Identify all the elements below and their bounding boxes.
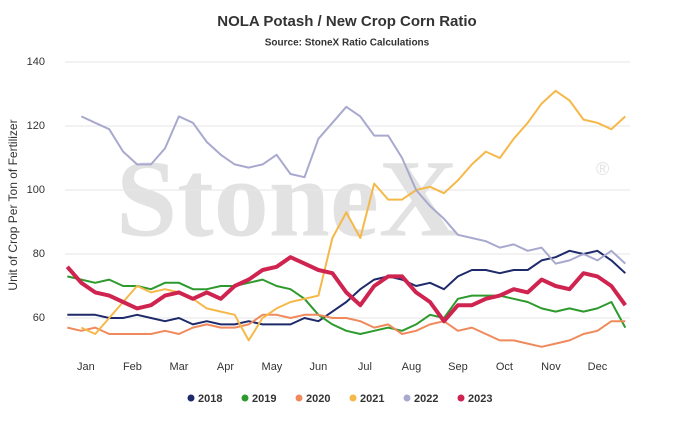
chart-subtitle: Source: StoneX Ratio Calculations (265, 38, 430, 49)
legend-marker (187, 394, 195, 402)
x-tick-label: Jan (77, 361, 95, 373)
legend-label: 2023 (468, 393, 492, 405)
x-tick-label: Jun (310, 361, 328, 373)
legend-label: 2021 (360, 393, 384, 405)
legend-label: 2018 (198, 393, 222, 405)
series-line (67, 313, 626, 348)
x-tick-label: Nov (541, 361, 561, 373)
x-tick-label: Jul (358, 361, 372, 373)
x-tick-label: Aug (402, 361, 422, 373)
y-tick-label: 140 (27, 56, 45, 68)
y-axis-label: Unit of Crop Per Ton of Fertilizer (6, 119, 20, 290)
x-tick-label: Apr (217, 361, 234, 373)
legend-marker (295, 394, 303, 402)
series-line (80, 105, 626, 265)
legend-label: 2022 (414, 393, 438, 405)
series-line (67, 275, 627, 335)
y-tick-label: 120 (27, 120, 45, 132)
x-tick-label: May (262, 361, 283, 373)
watermark: StoneX (116, 137, 458, 259)
legend-marker (403, 394, 411, 402)
y-tick-label: 60 (33, 312, 45, 324)
legend-marker (241, 394, 249, 402)
legend-marker (457, 394, 465, 402)
series-line (80, 89, 626, 342)
x-tick-label: Mar (169, 361, 188, 373)
x-tick-label: Dec (588, 361, 608, 373)
x-tick-label: Sep (448, 361, 468, 373)
series-line (65, 255, 627, 324)
legend-label: 2020 (306, 393, 330, 405)
series-line (67, 249, 626, 326)
legend-label: 2019 (252, 393, 276, 405)
x-tick-label: Oct (496, 361, 513, 373)
watermark-mark: ® (596, 159, 609, 179)
legend-marker (349, 394, 357, 402)
y-tick-label: 100 (27, 184, 45, 196)
y-tick-label: 80 (33, 248, 45, 260)
x-tick-label: Feb (123, 361, 142, 373)
chart-title: NOLA Potash / New Crop Corn Ratio (217, 13, 476, 30)
